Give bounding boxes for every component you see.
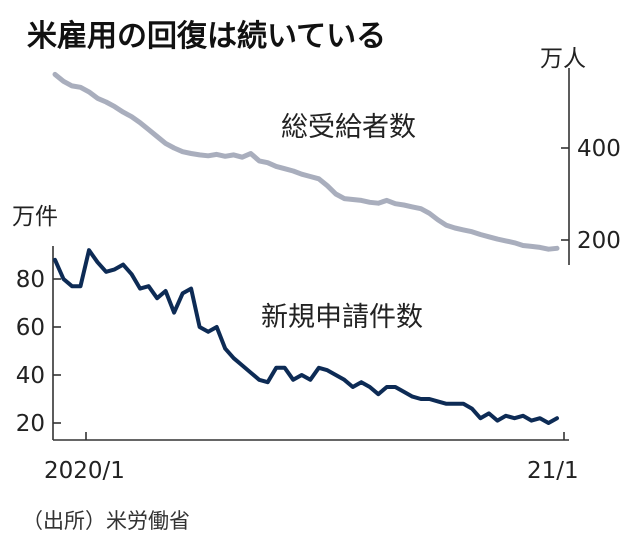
series-label-total-claimants: 総受給者数	[281, 112, 416, 143]
left-axis-tick-label: 80	[16, 267, 45, 293]
chart-title: 米雇用の回復は続いている	[27, 19, 386, 54]
left-axis-tick-label: 40	[16, 363, 45, 389]
series-line-initial-claims	[53, 248, 559, 425]
right-axis-tick-label: 200	[577, 228, 621, 254]
source-note: （出所）米労働省	[22, 509, 190, 533]
left-axis-tick-label: 20	[16, 411, 45, 437]
right-axis-unit: 万人	[540, 46, 586, 72]
x-tick-label-end: 21/1	[527, 458, 579, 484]
series-line-total-claimants	[52, 71, 560, 252]
x-tick-label-start: 2020/1	[44, 458, 125, 484]
right-axis-tick-label: 400	[577, 136, 621, 162]
left-axis-unit: 万件	[12, 204, 58, 230]
series-label-initial-claims: 新規申請件数	[261, 302, 423, 333]
left-axis-tick-label: 60	[16, 315, 45, 341]
